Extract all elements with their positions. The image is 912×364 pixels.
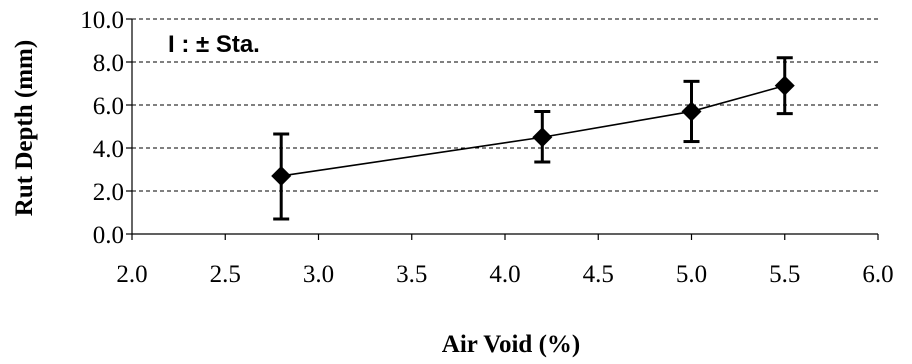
data-point-3	[774, 75, 795, 96]
y-tick-label-1: 2.0	[93, 179, 124, 206]
x-axis-title: Air Void (%)	[442, 331, 580, 358]
data-point-2	[681, 101, 702, 122]
grid-lines	[132, 18, 878, 192]
x-tick-label-5: 4.5	[583, 261, 614, 288]
tick-labels: 0.0 2.0 4.0 6.0 8.0 10.0 2.0 2.5 3.0 3.5 4.0 4.5 5.0…	[80, 7, 893, 288]
error-bar-legend-annotation: I : ± Sta.	[168, 31, 260, 58]
y-axis-title: Rut Depth (mm)	[11, 40, 38, 216]
y-tick-label-0: 0.0	[93, 222, 124, 249]
data-point-0	[271, 165, 292, 186]
data-markers	[271, 75, 795, 186]
x-tick-label-7: 5.5	[769, 261, 800, 288]
y-tick-label-5: 10.0	[80, 7, 124, 34]
series-line	[281, 84, 785, 177]
x-tick-label-6: 5.0	[676, 261, 707, 288]
x-tick-label-0: 2.0	[116, 261, 147, 288]
axes	[126, 18, 879, 240]
x-tick-label-8: 6.0	[862, 261, 893, 288]
x-tick-label-4: 4.0	[489, 261, 520, 288]
x-tick-label-2: 3.0	[303, 261, 334, 288]
y-tick-label-2: 4.0	[93, 136, 124, 163]
x-tick-label-3: 3.5	[396, 261, 427, 288]
data-point-1	[532, 127, 553, 148]
y-tick-label-3: 6.0	[93, 93, 124, 120]
y-tick-label-4: 8.0	[93, 50, 124, 77]
x-tick-label-1: 2.5	[210, 261, 241, 288]
